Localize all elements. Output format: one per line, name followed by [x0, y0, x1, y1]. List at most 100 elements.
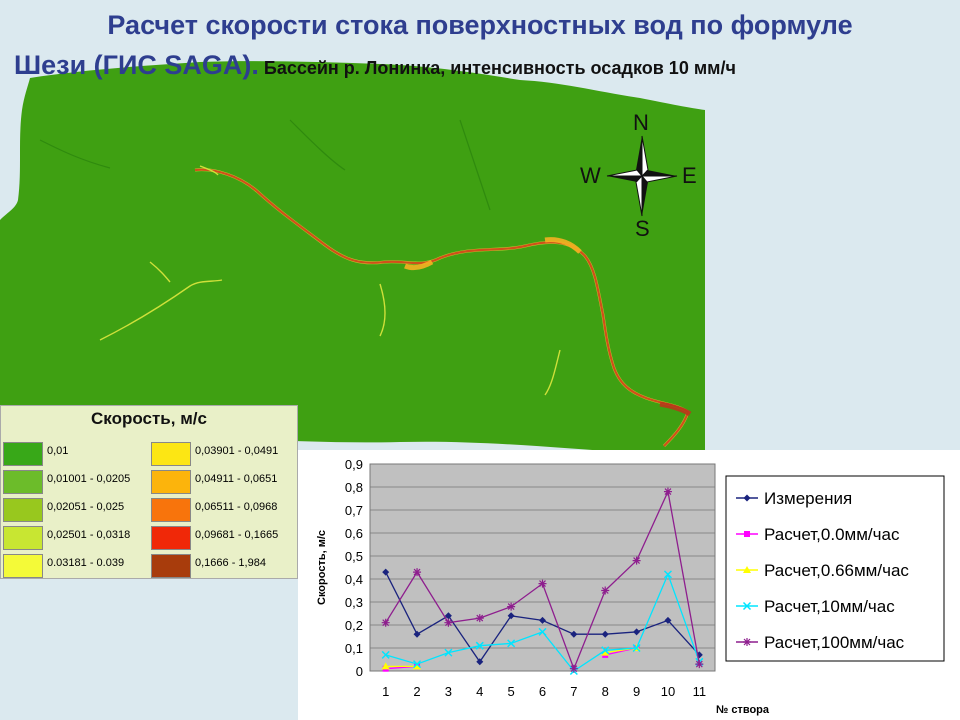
legend-swatch	[3, 498, 43, 522]
legend-title: Скорость, м/с	[91, 409, 207, 428]
x-axis-label: № створа	[716, 704, 770, 716]
legend-swatch	[151, 470, 191, 494]
compass-west-label: W	[580, 163, 601, 188]
river-main-core	[194, 168, 690, 447]
data-point	[413, 662, 422, 670]
y-tick-label: 0	[356, 664, 363, 679]
chart-legend	[725, 475, 945, 662]
data-point	[743, 494, 751, 502]
compass-rose: N S W E	[575, 108, 705, 243]
legend-swatch	[151, 554, 191, 578]
legend-swatch	[3, 554, 43, 578]
x-tick-label: 6	[539, 684, 546, 699]
x-tick-label: 11	[693, 684, 707, 699]
velocity-map	[0, 61, 705, 456]
data-point	[632, 556, 641, 565]
data-point	[444, 612, 452, 620]
title-line-1: Расчет скорости стока поверхностных вод …	[107, 10, 853, 40]
compass-south-label: S	[635, 216, 650, 241]
data-point	[381, 662, 390, 670]
legend-label: 0,01	[47, 445, 69, 457]
legend-entry: Расчет,100мм/час	[764, 633, 905, 652]
y-tick-label: 0,5	[345, 549, 363, 564]
data-point	[663, 487, 672, 496]
data-point	[507, 639, 516, 648]
x-tick-label: 2	[413, 684, 420, 699]
x-tick-label: 8	[602, 684, 609, 699]
tributary	[459, 119, 491, 211]
y-tick-label: 0,7	[345, 503, 363, 518]
data-point	[381, 650, 390, 659]
data-point	[633, 628, 641, 636]
y-axis-label: Скорость, м/с	[316, 530, 328, 605]
title-line-2-rest: Бассейн р. Лонинка, интенсивность осадко…	[258, 58, 736, 78]
data-point	[507, 612, 515, 620]
legend-label: 0,06511 - 0,0968	[195, 501, 278, 513]
x-tick-label: 4	[476, 684, 483, 699]
tributary	[99, 279, 223, 341]
legend-swatch	[151, 442, 191, 466]
y-tick-label: 0,1	[345, 641, 363, 656]
data-point	[744, 531, 750, 537]
data-point	[601, 630, 609, 638]
legend-swatch	[3, 526, 43, 550]
y-tick-label: 0,9	[345, 457, 363, 472]
compass-star-icon	[606, 135, 678, 217]
legend-label: 0,04911 - 0,0651	[195, 473, 278, 485]
data-point	[381, 618, 390, 627]
legend-entry: Расчет,0.66мм/час	[764, 561, 909, 580]
legend-label: 0,03901 - 0,0491	[195, 445, 279, 457]
tributary	[149, 261, 171, 283]
legend-swatch	[3, 442, 43, 466]
data-point	[476, 658, 484, 666]
x-tick-label: 9	[633, 684, 640, 699]
velocity-chart: 0 0,1 0,2 0,3 0,4 0,5 0,6 0,7 0,8 0,9 1 2 3 4 5 6 7 8 9 10 1…	[298, 450, 960, 720]
data-point	[444, 618, 453, 627]
y-tick-label: 0,6	[345, 526, 363, 541]
compass-east-label: E	[682, 163, 697, 188]
data-point	[601, 586, 610, 595]
x-tick-label: 3	[445, 684, 452, 699]
data-point	[569, 664, 578, 673]
tributary	[544, 349, 561, 396]
legend-label: 0,1666 - 1,984	[195, 557, 266, 569]
legend-entry: Расчет,0.0мм/час	[764, 525, 900, 544]
x-tick-label: 5	[508, 684, 515, 699]
data-point	[413, 630, 421, 638]
y-tick-label: 0,2	[345, 618, 363, 633]
map-legend: Скорость, м/с 0,01 0,01001 - 0,0205 0,02…	[0, 405, 298, 579]
legend-entry: Измерения	[764, 489, 852, 508]
data-point	[538, 627, 547, 636]
chart-svg: 0 0,1 0,2 0,3 0,4 0,5 0,6 0,7 0,8 0,9 1 2 3 4 5 6 7 8 9 10 1…	[316, 457, 945, 716]
data-point	[695, 660, 704, 669]
data-point	[507, 602, 516, 611]
page-subtitle: Шези (ГИС SAGA). Бассейн р. Лонинка, инт…	[14, 50, 736, 81]
data-point	[413, 568, 422, 577]
data-point	[664, 616, 672, 624]
legend-label: 0,01001 - 0,0205	[47, 473, 131, 485]
tributary	[199, 165, 219, 176]
map-basin-area	[0, 61, 705, 456]
tributary	[379, 283, 386, 337]
river-segment	[544, 237, 582, 254]
x-tick-label: 7	[570, 684, 577, 699]
legend-swatch	[3, 470, 43, 494]
river-segment	[404, 259, 434, 271]
data-point	[475, 614, 484, 623]
legend-label: 0,02051 - 0,025	[47, 501, 125, 513]
data-point	[601, 646, 610, 655]
compass-north-label: N	[633, 110, 649, 135]
data-point	[743, 566, 751, 573]
tributary	[39, 139, 111, 169]
river-segment	[659, 401, 692, 417]
plot-area	[369, 463, 716, 672]
data-point	[444, 648, 453, 657]
title-line-2-main: Шези (ГИС SAGA).	[14, 50, 259, 80]
data-point	[538, 579, 547, 588]
legend-swatch	[151, 526, 191, 550]
legend-label: 0.03181 - 0.039	[47, 557, 125, 569]
data-point	[742, 601, 752, 611]
data-point	[475, 641, 484, 650]
y-tick-label: 0,3	[345, 595, 363, 610]
x-tick-label: 1	[382, 684, 389, 699]
